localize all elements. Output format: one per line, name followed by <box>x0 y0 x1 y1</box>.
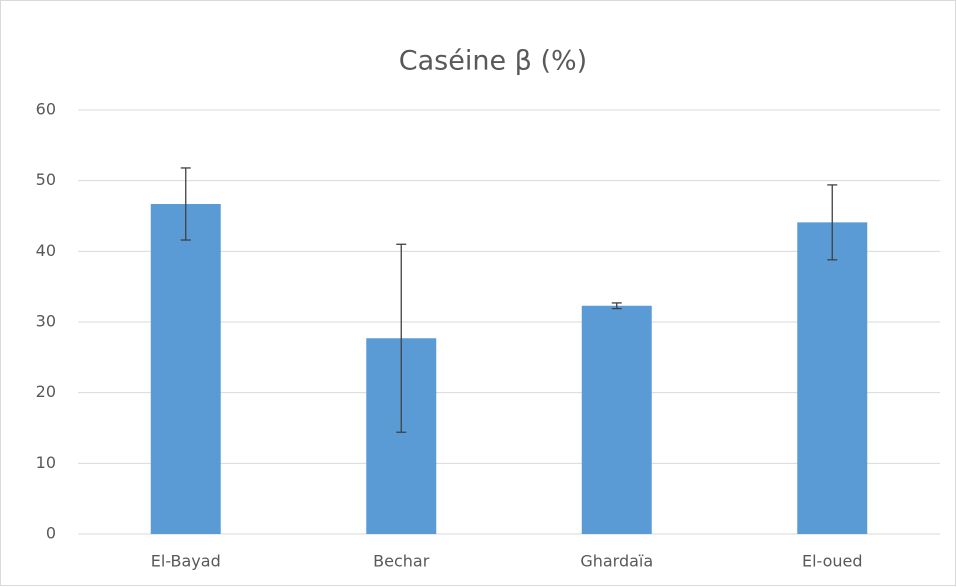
y-tick-label: 0 <box>46 524 56 543</box>
bar <box>581 305 652 534</box>
x-tick-label: El-Bayad <box>151 552 221 571</box>
x-tick-label: Ghardaïa <box>580 552 653 571</box>
error-bar <box>827 184 838 261</box>
x-tick-label: El-oued <box>802 552 863 571</box>
bar <box>150 203 221 534</box>
y-tick-label: 20 <box>36 382 56 401</box>
chart-title: Caséine β (%) <box>399 46 587 77</box>
error-bar <box>180 167 191 241</box>
y-tick-label: 10 <box>36 453 56 472</box>
y-tick-label: 40 <box>36 241 56 260</box>
y-tick-label: 60 <box>36 100 56 119</box>
y-tick-label: 30 <box>36 312 56 331</box>
y-tick-label: 50 <box>36 170 56 189</box>
error-bar <box>396 243 407 433</box>
bar <box>797 222 868 535</box>
error-bar <box>611 302 622 310</box>
x-tick-label: Bechar <box>373 552 430 571</box>
